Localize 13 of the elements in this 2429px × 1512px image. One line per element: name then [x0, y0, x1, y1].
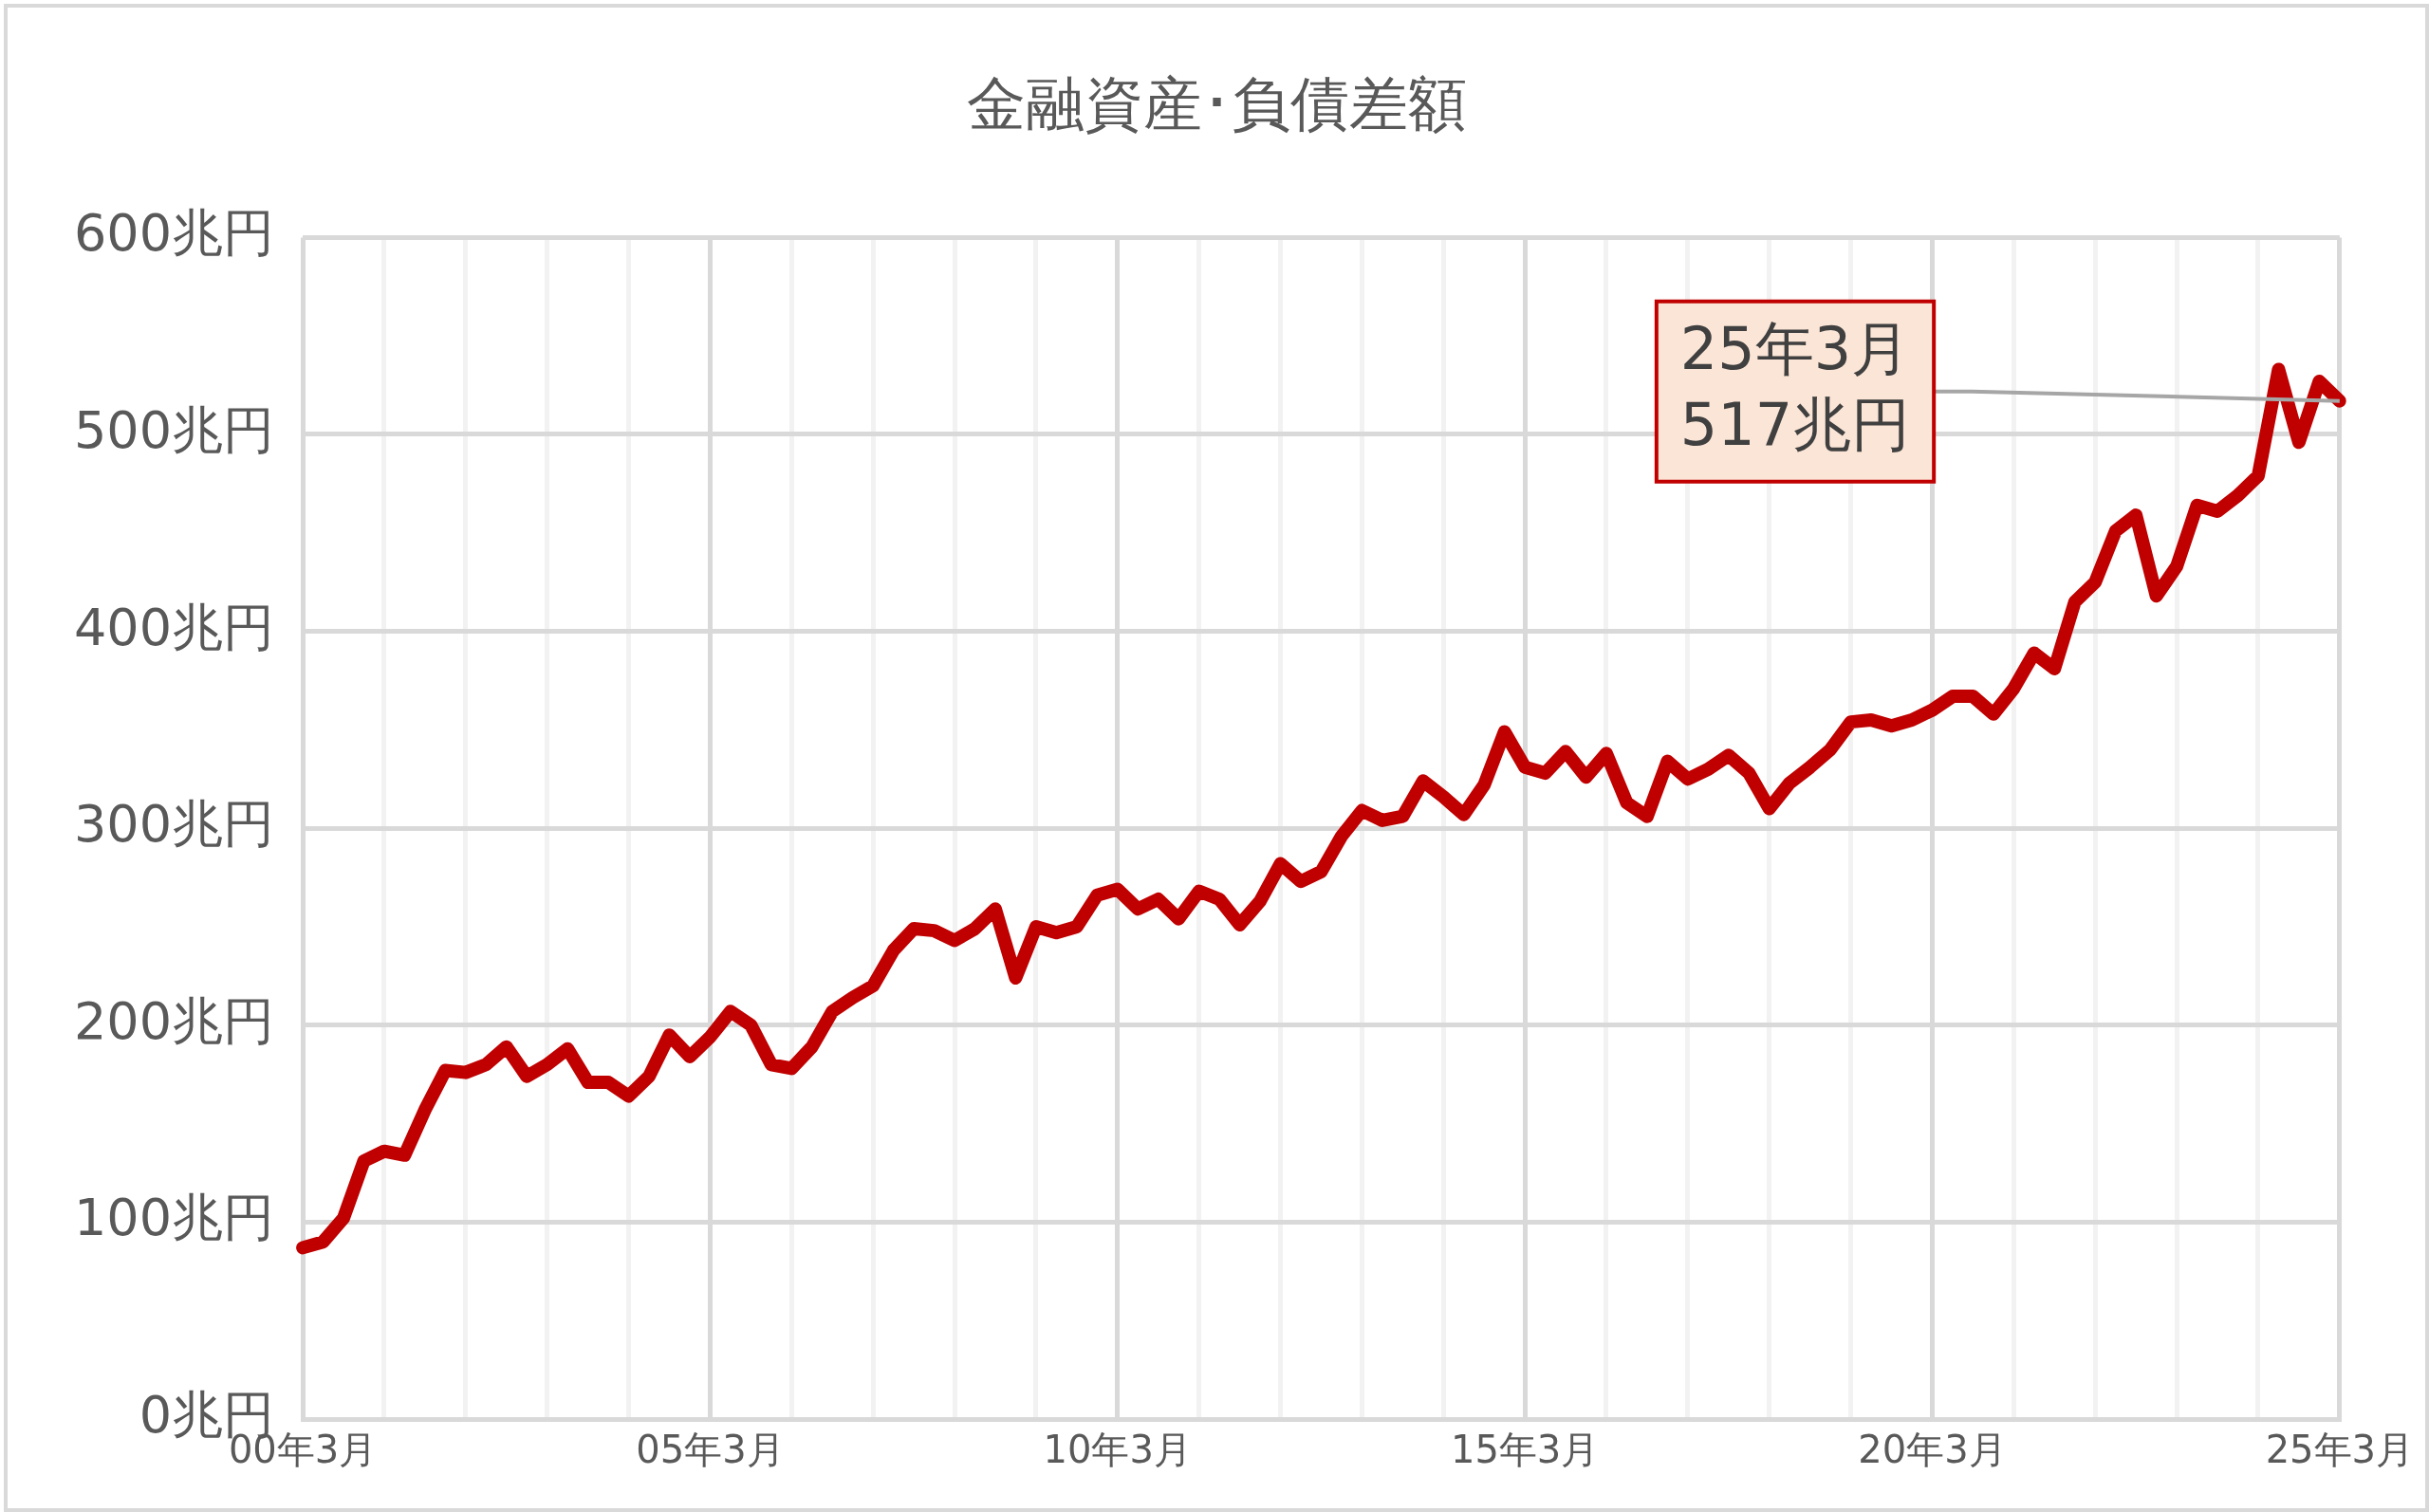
x-tick-label: 05年3月 — [636, 1428, 785, 1472]
x-tick-label: 20年3月 — [1858, 1428, 2007, 1472]
y-tick-label: 300兆円 — [73, 794, 275, 855]
x-tick-label: 10年3月 — [1043, 1428, 1192, 1472]
y-tick-label: 600兆円 — [73, 203, 275, 264]
annotation: 25年3月 517兆円 — [1679, 313, 1911, 459]
y-tick-label: 200兆円 — [73, 990, 275, 1051]
x-tick-label: 15年3月 — [1450, 1428, 1600, 1472]
chart-title: 金融資産･負債差額 — [965, 68, 1468, 140]
y-tick-label: 100兆円 — [73, 1188, 275, 1248]
x-tick-label: 25年3月 — [2265, 1428, 2415, 1472]
y-tick-label: 400兆円 — [73, 597, 275, 657]
y-tick-label: 500兆円 — [73, 400, 275, 461]
